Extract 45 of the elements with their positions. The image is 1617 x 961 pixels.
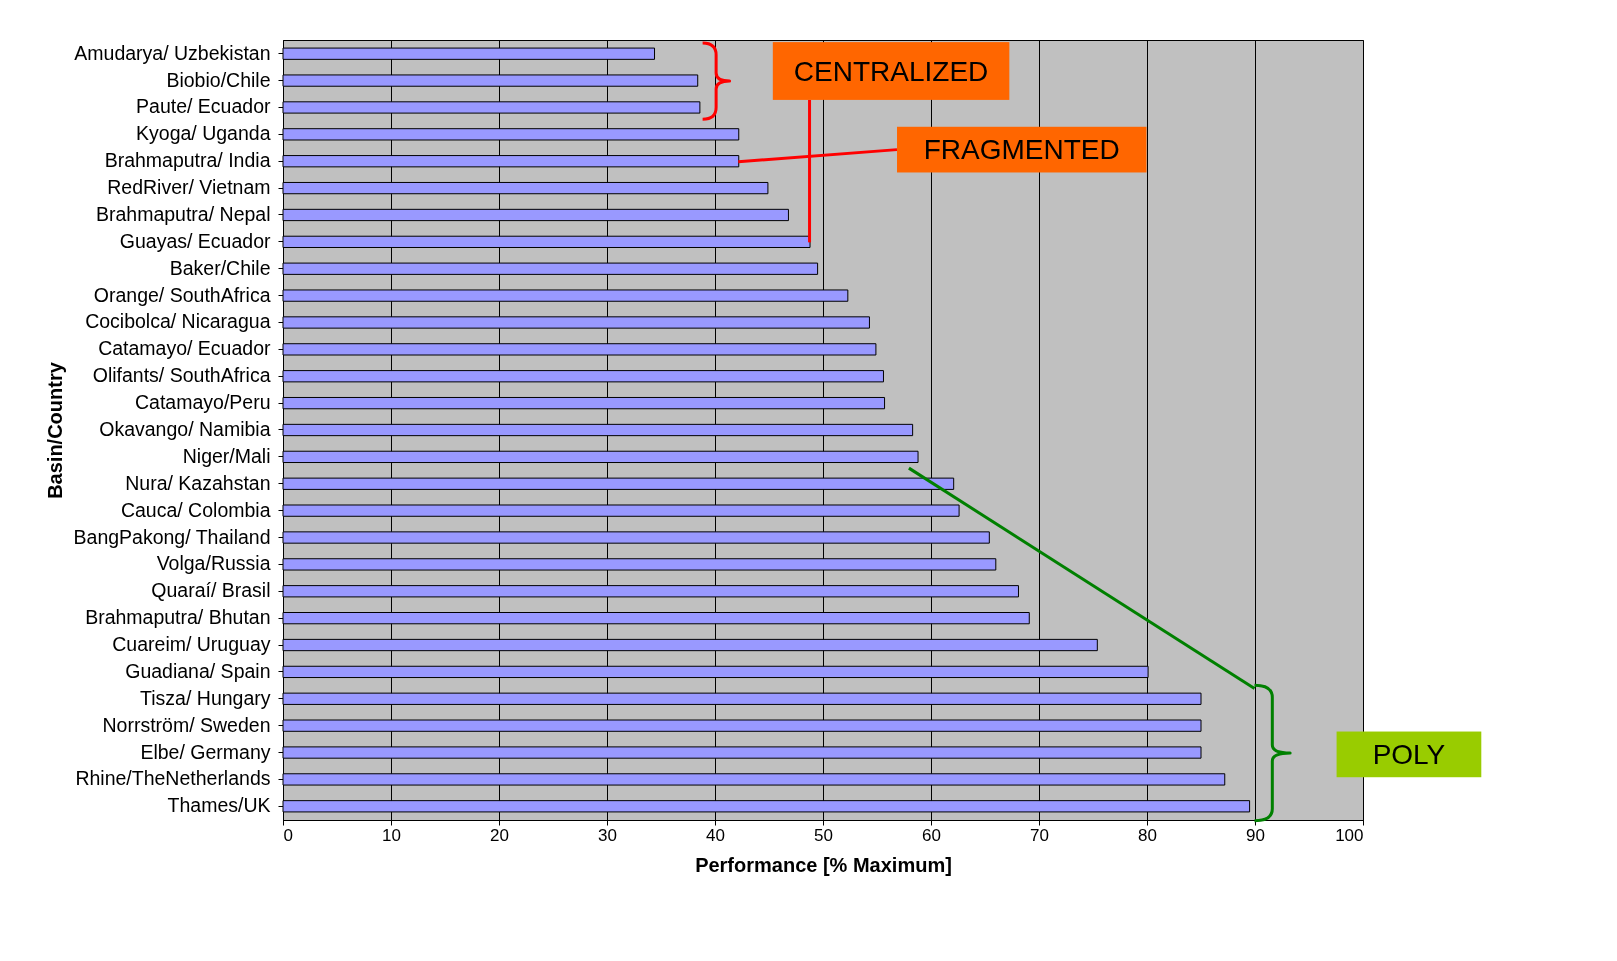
y-tick-label: Catamayo/Peru xyxy=(135,391,271,414)
y-tick-label: Guayas/ Ecuador xyxy=(119,229,271,252)
y-tick-label: Niger/Mali xyxy=(182,444,271,467)
y-tick-label: Orange/ SouthAfrica xyxy=(93,283,271,306)
x-tick-label: 100 xyxy=(1335,825,1364,845)
y-tick-label: RedRiver/ Vietnam xyxy=(107,176,271,199)
x-tick-label: 50 xyxy=(814,825,833,845)
x-tick-label: 90 xyxy=(1246,825,1265,845)
y-tick-label: Brahmaputra/ Nepal xyxy=(95,202,271,225)
y-tick-label: Cauca/ Colombia xyxy=(120,498,271,521)
y-tick-label: Elbe/ Germany xyxy=(140,740,271,763)
x-tick-label: 70 xyxy=(1030,825,1049,845)
y-tick-label: Catamayo/ Ecuador xyxy=(98,337,271,360)
annotation: CENTRALIZED xyxy=(793,55,989,87)
y-tick-label: Volga/Russia xyxy=(156,552,271,575)
y-tick-label: Cuareim/ Uruguay xyxy=(112,633,271,656)
y-tick-label: Quaraí/ Brasil xyxy=(151,579,271,602)
x-tick-label: 20 xyxy=(490,825,509,845)
y-tick-label: Olifants/ SouthAfrica xyxy=(92,364,271,387)
y-tick-label: BangPakong/ Thailand xyxy=(73,525,271,548)
y-tick-label: Nura/ Kazahstan xyxy=(125,471,271,494)
y-tick-label: Thames/UK xyxy=(167,794,271,817)
x-tick-label: 10 xyxy=(382,825,401,845)
y-tick-label: Guadiana/ Spain xyxy=(125,659,271,682)
y-tick-label: Biobio/Chile xyxy=(166,68,271,91)
x-tick-label: 40 xyxy=(706,825,725,845)
y-axis-title: Basin/Country xyxy=(43,361,66,499)
y-tick-label: Rhine/TheNetherlands xyxy=(75,767,271,790)
y-tick-label: Paute/ Ecuador xyxy=(136,95,271,118)
annotation: FRAGMENTED xyxy=(923,134,1120,166)
x-tick-label: 0 xyxy=(283,825,293,845)
y-tick-label: Okavango/ Namibia xyxy=(99,418,271,440)
x-tick-label: 80 xyxy=(1138,825,1157,845)
y-tick-label: Amudarya/ Uzbekistan xyxy=(74,41,271,64)
y-tick-label: Cocibolca/ Nicaragua xyxy=(85,310,271,333)
x-tick-label: 30 xyxy=(598,825,617,845)
y-tick-label: Baker/Chile xyxy=(169,256,271,279)
text: POLY xyxy=(1372,738,1446,770)
x-axis-title: Performance [% Maximum] xyxy=(695,853,952,876)
y-tick-label: Kyoga/ Uganda xyxy=(136,122,271,145)
x-tick-label: 60 xyxy=(922,825,941,845)
y-tick-label: Brahmaputra/ India xyxy=(104,149,271,172)
y-tick-label: Brahmaputra/ Bhutan xyxy=(85,606,271,629)
y-tick-label: Tisza/ Hungary xyxy=(140,686,271,709)
y-tick-label: Norrström/ Sweden xyxy=(102,713,271,736)
